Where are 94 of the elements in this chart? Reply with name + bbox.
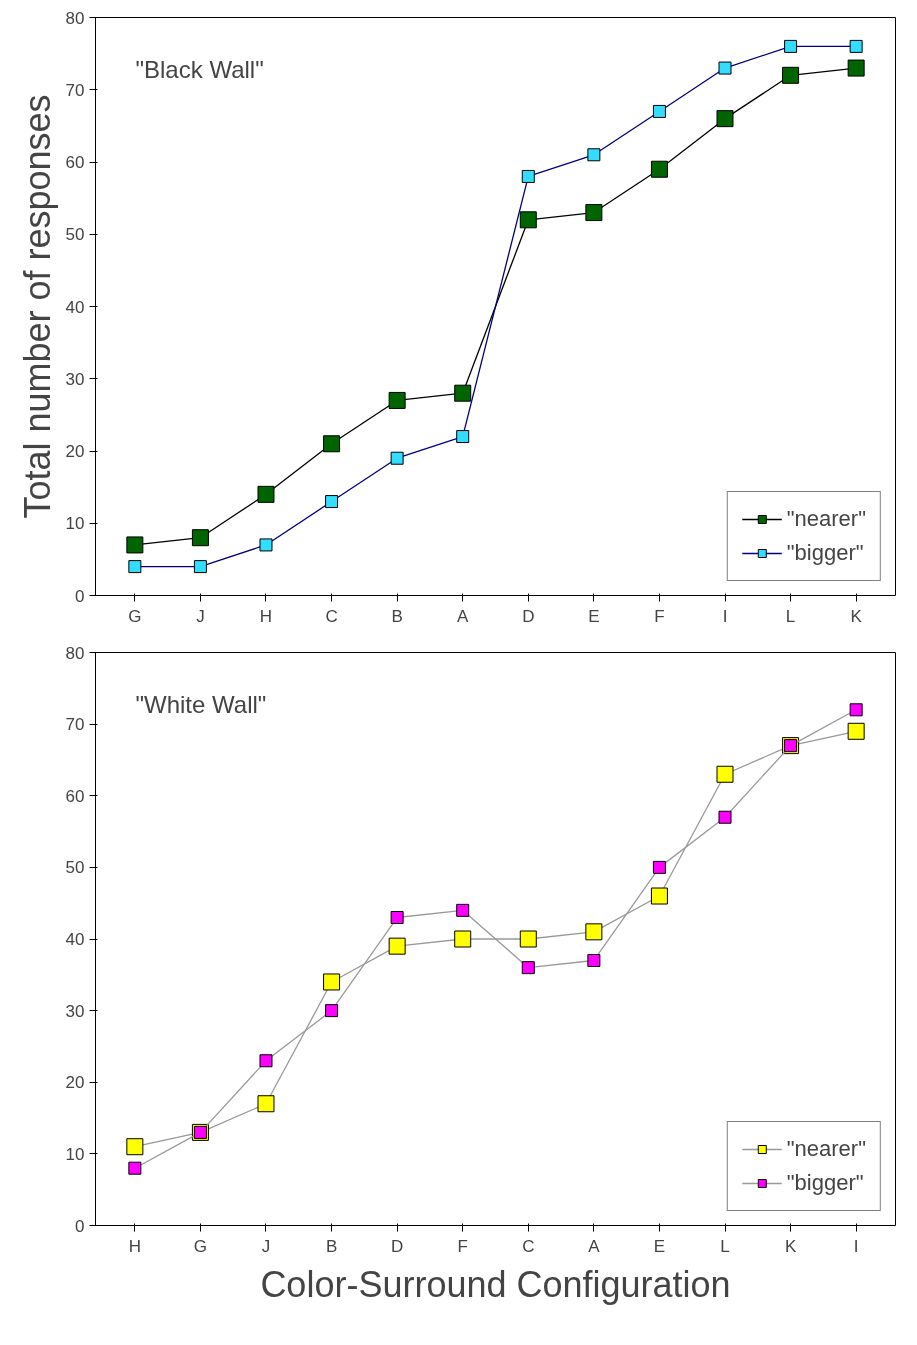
y-tick-label: 60: [65, 786, 85, 806]
x-axis-title: Color-Surround Configuration: [260, 1263, 731, 1305]
point: [259, 1054, 273, 1068]
x-tick-label: J: [261, 1236, 271, 1256]
point: [784, 39, 798, 53]
point: [257, 485, 275, 503]
legend-label: "nearer": [786, 1136, 866, 1162]
point: [388, 391, 406, 409]
point: [388, 937, 406, 955]
point: [323, 973, 341, 991]
point: [718, 810, 732, 824]
x-tick-label: L: [785, 606, 796, 626]
y-tick-label: 40: [65, 930, 85, 949]
point: [390, 451, 404, 465]
y-tick-label: 30: [65, 1001, 85, 1021]
x-tick-label: D: [522, 606, 535, 626]
y-tick-label: 70: [65, 80, 85, 100]
x-tick-label: F: [457, 1236, 468, 1256]
point: [849, 703, 863, 717]
point: [521, 169, 535, 183]
point: [454, 384, 472, 402]
y-tick-label: 40: [65, 297, 85, 317]
point: [126, 536, 144, 554]
point: [456, 430, 470, 444]
point: [325, 1004, 339, 1018]
y-axis-title: Total number of responses: [16, 94, 58, 519]
point: [454, 930, 472, 948]
point: [650, 160, 668, 178]
x-tick-label: K: [850, 606, 863, 626]
x-tick-label: J: [196, 606, 205, 626]
x-tick-label: E: [653, 1236, 666, 1256]
y-tick-label: 80: [65, 8, 85, 28]
y-tick-label: 50: [65, 225, 85, 245]
point: [650, 887, 668, 905]
x-tick-label: H: [128, 1236, 141, 1256]
point: [652, 104, 666, 118]
point: [191, 529, 209, 547]
x-tick-label: G: [128, 606, 142, 626]
point: [456, 903, 470, 917]
point: [585, 923, 603, 941]
point: [847, 59, 865, 77]
x-tick-label: B: [391, 606, 403, 626]
legend-label: "bigger": [786, 540, 864, 566]
x-tick-label: C: [325, 606, 338, 626]
y-tick-label: 60: [65, 153, 85, 172]
point: [587, 148, 601, 162]
point: [519, 211, 537, 229]
point: [716, 110, 734, 128]
y-tick-label: 0: [75, 1216, 85, 1236]
annotation: "Black Wall": [135, 55, 264, 83]
y-tick-label: 80: [65, 643, 85, 663]
point: [587, 953, 601, 967]
x-tick-label: C: [522, 1236, 535, 1256]
point: [323, 435, 341, 453]
y-tick-label: 50: [65, 858, 85, 878]
y-tick-label: 10: [65, 514, 85, 534]
point: [128, 1161, 142, 1175]
y-tick-label: 70: [65, 715, 85, 735]
point: [718, 61, 732, 75]
point: [390, 911, 404, 925]
point: [257, 1095, 275, 1113]
x-tick-label: I: [722, 606, 728, 626]
point: [325, 495, 339, 509]
y-tick-label: 20: [65, 442, 85, 461]
legend-label: "bigger": [786, 1170, 864, 1196]
y-tick-label: 30: [65, 369, 85, 389]
point: [652, 860, 666, 874]
x-tick-label: H: [259, 606, 273, 626]
x-tick-label: A: [457, 606, 470, 626]
x-tick-label: F: [654, 606, 665, 626]
point: [128, 560, 142, 574]
x-tick-label: D: [391, 1236, 404, 1256]
point: [847, 722, 865, 740]
x-tick-label: E: [588, 606, 600, 626]
point: [259, 538, 273, 552]
point: [716, 765, 734, 783]
y-tick-label: 10: [65, 1144, 85, 1164]
point: [585, 204, 603, 222]
x-tick-label: A: [588, 1236, 601, 1256]
point: [521, 961, 535, 975]
x-tick-label: L: [720, 1236, 730, 1256]
x-tick-label: B: [325, 1236, 338, 1256]
x-tick-label: I: [853, 1236, 859, 1256]
point: [126, 1138, 144, 1156]
point: [849, 39, 863, 53]
x-tick-label: K: [784, 1236, 797, 1256]
y-tick-label: 20: [65, 1073, 85, 1093]
point: [193, 560, 207, 574]
point: [782, 66, 800, 84]
point: [519, 930, 537, 948]
y-tick-label: 0: [75, 586, 85, 606]
annotation: "White Wall": [135, 690, 267, 718]
x-tick-label: G: [193, 1236, 208, 1256]
legend-label: "nearer": [786, 506, 866, 532]
